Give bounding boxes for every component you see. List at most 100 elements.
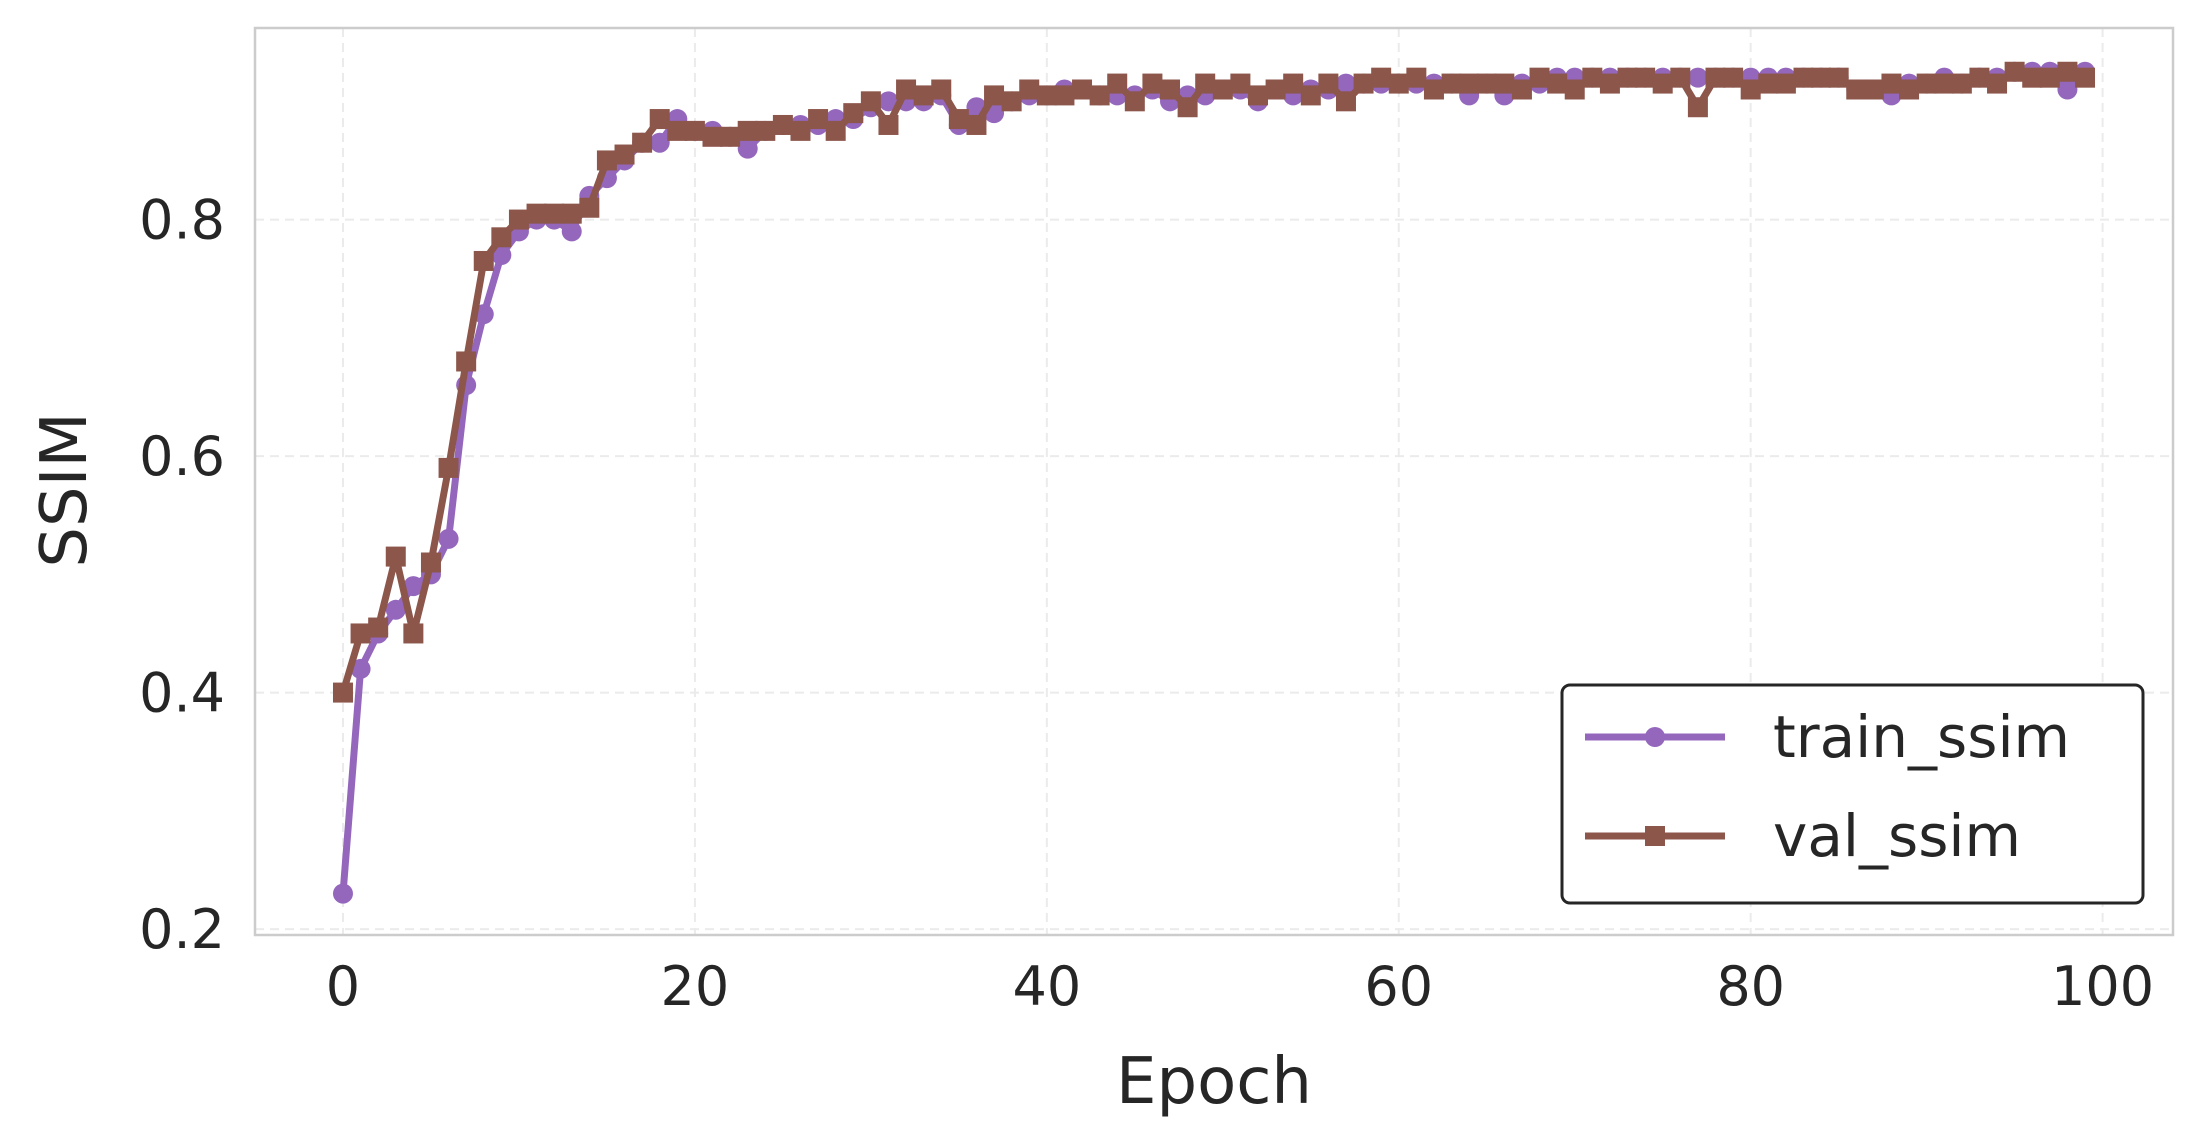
data-point-val-ssim	[2039, 67, 2060, 88]
data-point-val-ssim	[1564, 79, 1585, 100]
data-point-val-ssim	[1969, 67, 1990, 88]
data-point-val-ssim	[1300, 85, 1321, 106]
data-point-val-ssim	[1811, 67, 1832, 88]
data-point-val-ssim	[1899, 79, 1920, 100]
data-point-val-ssim	[1177, 97, 1198, 118]
data-point-val-ssim	[1459, 73, 1480, 94]
data-point-train-ssim	[1687, 67, 1708, 88]
data-point-val-ssim	[526, 203, 547, 224]
data-point-train-ssim	[1335, 73, 1356, 94]
data-point-val-ssim	[1652, 73, 1673, 94]
legend-val-ssim-marker	[1645, 826, 1665, 846]
data-point-val-ssim	[2004, 61, 2025, 82]
data-point-train-ssim	[878, 91, 899, 112]
data-point-val-ssim	[737, 120, 758, 141]
legend-entry-train-ssim: train_ssim	[1585, 703, 2070, 771]
data-point-val-ssim	[614, 144, 635, 165]
data-point-val-ssim	[1195, 73, 1216, 94]
data-point-val-ssim	[1335, 91, 1356, 112]
data-point-val-ssim	[878, 114, 899, 135]
data-point-val-ssim	[579, 197, 600, 218]
x-axis-ticks: 0 20 40 60 80 100	[326, 955, 2154, 1018]
y-axis-ticks: 0.2 0.4 0.6 0.8	[139, 189, 225, 962]
data-point-val-ssim	[1072, 79, 1093, 100]
data-point-val-ssim	[420, 552, 441, 573]
data-point-val-ssim	[2075, 67, 2096, 88]
y-tick-label: 0.8	[139, 189, 225, 252]
data-point-val-ssim	[1670, 67, 1691, 88]
series-val-ssim	[332, 61, 2096, 703]
data-point-val-ssim	[1318, 73, 1339, 94]
data-point-val-ssim	[720, 126, 741, 147]
data-point-val-ssim	[1547, 73, 1568, 94]
data-point-val-ssim	[368, 617, 389, 638]
data-point-val-ssim	[1283, 73, 1304, 94]
data-point-val-ssim	[1511, 79, 1532, 100]
data-point-val-ssim	[1617, 67, 1638, 88]
data-point-val-ssim	[1916, 73, 1937, 94]
x-tick-label: 0	[326, 955, 360, 1018]
data-point-val-ssim	[1124, 91, 1145, 112]
data-point-val-ssim	[1723, 67, 1744, 88]
legend-val-ssim-label: val_ssim	[1773, 802, 2021, 870]
data-point-val-ssim	[1054, 85, 1075, 106]
data-point-train-ssim	[737, 138, 758, 159]
data-point-val-ssim	[808, 109, 829, 130]
data-point-val-ssim	[649, 109, 670, 130]
data-point-val-ssim	[825, 120, 846, 141]
data-point-val-ssim	[2057, 61, 2078, 82]
data-point-val-ssim	[790, 120, 811, 141]
data-point-val-ssim	[984, 85, 1005, 106]
data-point-val-ssim	[860, 91, 881, 112]
data-point-val-ssim	[1142, 73, 1163, 94]
data-point-train-ssim	[403, 576, 424, 597]
data-point-val-ssim	[1599, 73, 1620, 94]
data-point-train-ssim	[438, 528, 459, 549]
data-point-val-ssim	[772, 114, 793, 135]
data-point-val-ssim	[596, 150, 617, 171]
data-point-val-ssim	[2022, 67, 2043, 88]
x-axis-label: Epoch	[1116, 1045, 1312, 1119]
data-point-val-ssim	[1934, 73, 1955, 94]
data-point-train-ssim	[491, 245, 512, 266]
data-point-val-ssim	[1019, 79, 1040, 100]
data-point-val-ssim	[561, 203, 582, 224]
data-point-val-ssim	[1406, 67, 1427, 88]
data-point-val-ssim	[456, 351, 477, 372]
data-point-val-ssim	[1001, 91, 1022, 112]
data-point-val-ssim	[1758, 73, 1779, 94]
data-point-val-ssim	[966, 114, 987, 135]
series-layer	[332, 61, 2096, 904]
data-point-val-ssim	[1881, 73, 1902, 94]
data-point-val-ssim	[843, 103, 864, 124]
data-point-val-ssim	[1987, 73, 2008, 94]
data-point-train-ssim	[332, 883, 353, 904]
y-tick-label: 0.6	[139, 425, 225, 488]
data-point-val-ssim	[473, 250, 494, 271]
x-tick-label: 20	[661, 955, 730, 1018]
data-point-train-ssim	[385, 599, 406, 620]
data-point-val-ssim	[1775, 73, 1796, 94]
data-point-val-ssim	[1212, 79, 1233, 100]
legend: train_ssim val_ssim	[1560, 683, 2145, 905]
data-point-val-ssim	[755, 120, 776, 141]
data-point-val-ssim	[1230, 73, 1251, 94]
data-point-val-ssim	[1705, 67, 1726, 88]
data-point-val-ssim	[1494, 73, 1515, 94]
data-point-val-ssim	[385, 546, 406, 567]
data-point-val-ssim	[1582, 67, 1603, 88]
data-point-val-ssim	[491, 227, 512, 248]
data-point-val-ssim	[684, 120, 705, 141]
data-point-val-ssim	[1353, 73, 1374, 94]
data-point-val-ssim	[1265, 79, 1286, 100]
data-point-val-ssim	[332, 682, 353, 703]
data-point-train-ssim	[649, 132, 670, 153]
data-point-val-ssim	[1635, 67, 1656, 88]
data-point-val-ssim	[1371, 67, 1392, 88]
data-point-val-ssim	[1107, 73, 1128, 94]
data-point-val-ssim	[1951, 73, 1972, 94]
data-point-val-ssim	[1846, 79, 1867, 100]
x-tick-label: 60	[1364, 955, 1433, 1018]
data-point-val-ssim	[1828, 67, 1849, 88]
